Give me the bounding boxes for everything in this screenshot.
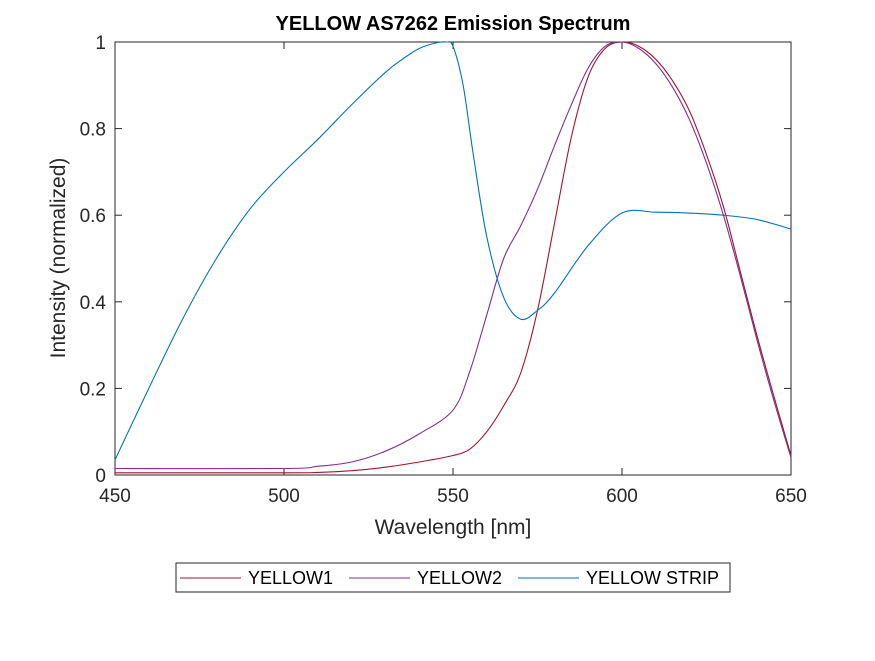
series-line-yellow-strip — [114, 41, 792, 461]
y-tick-label: 1 — [95, 33, 106, 54]
x-tick-label: 450 — [99, 486, 131, 507]
series-line-yellow1 — [114, 41, 792, 474]
axis-ticks: 450 500 550 600 650 0 0.2 0.4 0.6 0.8 1 — [80, 33, 807, 507]
y-tick-label: 0.8 — [80, 120, 106, 141]
series-lines — [114, 41, 792, 474]
x-tick-label: 650 — [775, 486, 807, 507]
legend-box — [175, 562, 731, 593]
x-tick-label: 500 — [268, 486, 300, 507]
y-axis-label: Intensity (normalized) — [47, 158, 70, 359]
plot-area — [114, 41, 792, 476]
y-tick-label: 0 — [95, 466, 106, 487]
y-tick-label: 0.4 — [80, 293, 107, 314]
x-axis-label: Wavelength [nm] — [375, 516, 532, 539]
x-tick-label: 600 — [606, 486, 638, 507]
legend: YELLOW1 YELLOW2 YELLOW STRIP — [175, 562, 731, 593]
y-tick-label: 0.6 — [80, 206, 106, 227]
y-tick-label: 0.2 — [80, 379, 106, 400]
legend-label-yellow-strip: YELLOW STRIP — [586, 568, 719, 588]
x-tick-label: 550 — [437, 486, 469, 507]
series-line-yellow2 — [114, 41, 792, 470]
legend-label-yellow1: YELLOW1 — [248, 568, 333, 588]
chart-title: YELLOW AS7262 Emission Spectrum — [276, 13, 631, 35]
legend-label-yellow2: YELLOW2 — [417, 568, 502, 588]
